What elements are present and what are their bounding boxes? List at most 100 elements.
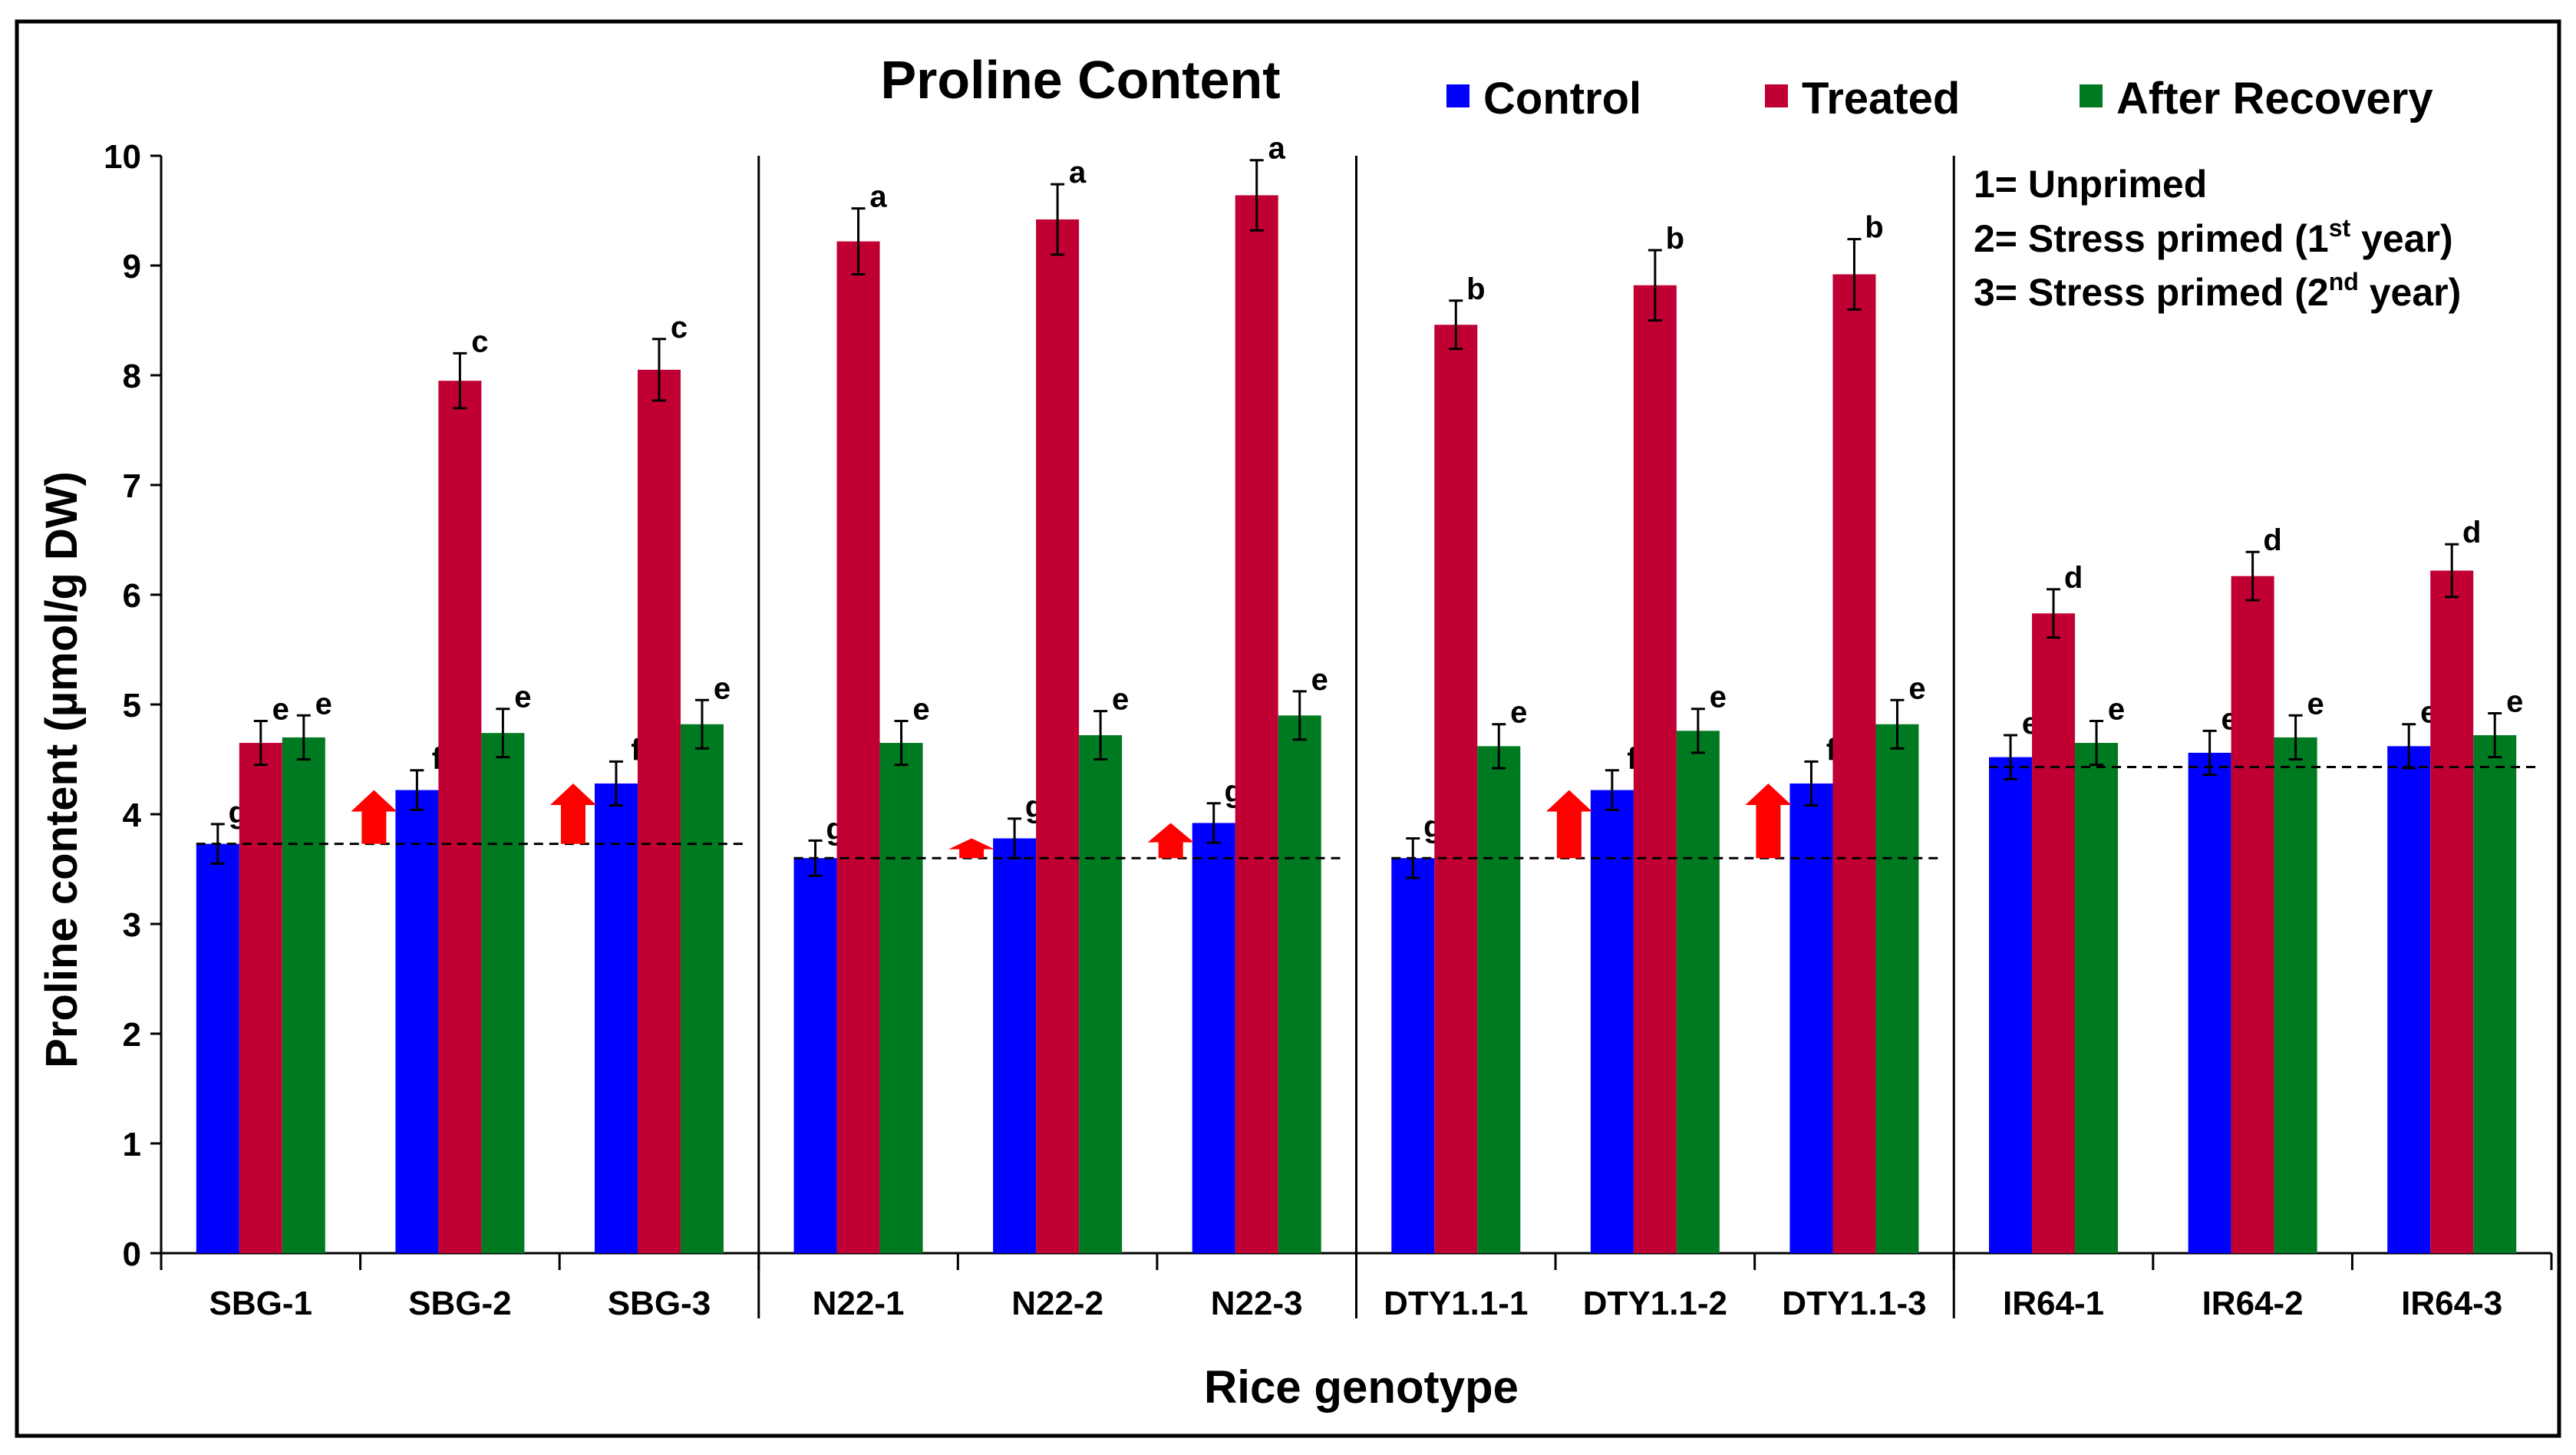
bar-treated	[1633, 285, 1677, 1253]
x-tick-label: DTY1.1-2	[1583, 1285, 1727, 1322]
annotation-text: year)	[2350, 217, 2452, 260]
bar-after-recovery	[879, 743, 923, 1253]
x-tick-label: SBG-1	[209, 1285, 312, 1322]
bar-after-recovery	[1676, 731, 1720, 1253]
bar-after-recovery	[1079, 735, 1123, 1253]
significance-letter: a	[1069, 156, 1087, 190]
bar-treated	[2430, 570, 2474, 1253]
bar-control	[594, 783, 638, 1253]
y-tick-label: 3	[123, 906, 141, 944]
significance-letter: e	[1112, 683, 1129, 717]
y-tick-label: 4	[123, 797, 142, 834]
significance-letter: a	[1268, 132, 1286, 166]
annotation-text: 1= Unprimed	[1974, 163, 2207, 206]
x-tick-label: IR64-3	[2401, 1285, 2502, 1322]
significance-letter: e	[2108, 692, 2125, 726]
significance-letter: b	[1466, 272, 1485, 306]
x-tick-label: DTY1.1-3	[1782, 1285, 1926, 1322]
x-tick-label: IR64-1	[2003, 1285, 2104, 1322]
y-tick-label: 5	[123, 687, 141, 724]
y-tick-label: 2	[123, 1016, 141, 1054]
annotation-text: year)	[2359, 271, 2461, 314]
annotation-text: 2= Stress primed (1	[1974, 217, 2329, 260]
legend-label: Treated	[1802, 74, 1960, 124]
x-tick-label: N22-3	[1211, 1285, 1303, 1322]
annotation-line: 2= Stress primed (1st year)	[1974, 214, 2453, 260]
legend-swatch	[2080, 84, 2103, 107]
y-tick-label: 1	[123, 1126, 141, 1163]
significance-letter: e	[272, 692, 289, 726]
bar-after-recovery	[2274, 737, 2317, 1253]
legend: Control Treated After Recovery	[1446, 74, 2433, 124]
bar-control	[1789, 783, 1833, 1253]
bar-treated	[1434, 325, 1478, 1254]
bar-after-recovery	[282, 737, 325, 1253]
significance-letter: b	[1666, 222, 1684, 256]
increase-arrow-icon	[1745, 783, 1792, 859]
increase-arrow-icon	[1147, 823, 1194, 859]
y-axis-label: Proline content (µmol/g DW)	[37, 471, 87, 1068]
plot-area: 0 1 2 3 4 5 6 7 8 9 10 SBG-1 SBG-2 SBG-3 N22-1 N22-2 N22…	[104, 132, 2553, 1322]
bar-control	[1192, 823, 1235, 1253]
x-axis-label: Rice genotype	[1204, 1361, 1519, 1413]
annotation-line: 1= Unprimed	[1974, 163, 2207, 206]
significance-letter: d	[2462, 516, 2481, 549]
chart-title: Proline Content	[880, 50, 1280, 110]
bar-control	[196, 843, 239, 1253]
annotation-text: 3= Stress primed (2	[1974, 271, 2329, 314]
x-tick-label: N22-1	[813, 1285, 905, 1322]
increase-arrow-icon	[351, 790, 397, 844]
significance-letter: e	[514, 681, 531, 714]
significance-letter: b	[1865, 211, 1883, 245]
annotation-line: 3= Stress primed (2nd year)	[1974, 268, 2461, 314]
bar-treated	[1036, 219, 1080, 1254]
significance-letter: a	[869, 180, 887, 214]
legend-swatch	[1446, 84, 1469, 107]
bar-control	[2188, 752, 2231, 1253]
bar-after-recovery	[481, 733, 525, 1253]
increase-arrow-icon	[948, 838, 995, 859]
bar-treated	[1832, 274, 1876, 1254]
significance-letter: d	[2263, 523, 2281, 557]
bar-control	[1989, 757, 2033, 1253]
bar-after-recovery	[2473, 735, 2517, 1253]
legend-label: Control	[1483, 74, 1641, 124]
increase-arrow-icon	[549, 783, 596, 844]
bar-treated	[2032, 613, 2076, 1253]
significance-letter: e	[1311, 663, 1328, 697]
bar-control	[993, 838, 1037, 1253]
bar-treated	[239, 743, 282, 1253]
outer-frame	[15, 19, 2561, 1438]
x-tick-label: SBG-2	[408, 1285, 511, 1322]
significance-letter: e	[2506, 685, 2523, 718]
bar-treated	[1235, 195, 1278, 1254]
bar-control	[793, 858, 837, 1253]
x-tick-label: SBG-3	[608, 1285, 711, 1322]
y-tick-label: 7	[123, 467, 141, 505]
x-tick-label: N22-2	[1011, 1285, 1103, 1322]
bar-control	[1391, 858, 1435, 1253]
significance-letter: c	[471, 325, 488, 358]
significance-letter: e	[2307, 687, 2324, 721]
y-tick-label: 10	[104, 138, 141, 176]
bar-treated	[637, 369, 681, 1254]
significance-letter: e	[315, 687, 332, 721]
bar-control	[395, 790, 439, 1253]
bar-treated	[836, 241, 880, 1253]
bar-treated	[438, 381, 482, 1253]
significance-letter: e	[1510, 696, 1527, 730]
significance-letter: e	[714, 671, 731, 705]
bar-after-recovery	[1278, 715, 1321, 1253]
bar-after-recovery	[1477, 746, 1521, 1253]
y-tick-label: 9	[123, 248, 141, 285]
x-tick-label: IR64-2	[2202, 1285, 2304, 1322]
annotation-superscript: st	[2329, 214, 2351, 242]
significance-letter: e	[1908, 671, 1925, 705]
bar-treated	[2231, 576, 2274, 1253]
bar-after-recovery	[2075, 743, 2119, 1253]
y-tick-label: 0	[123, 1236, 141, 1273]
annotation-superscript: nd	[2329, 268, 2359, 295]
legend-swatch	[1765, 84, 1788, 107]
